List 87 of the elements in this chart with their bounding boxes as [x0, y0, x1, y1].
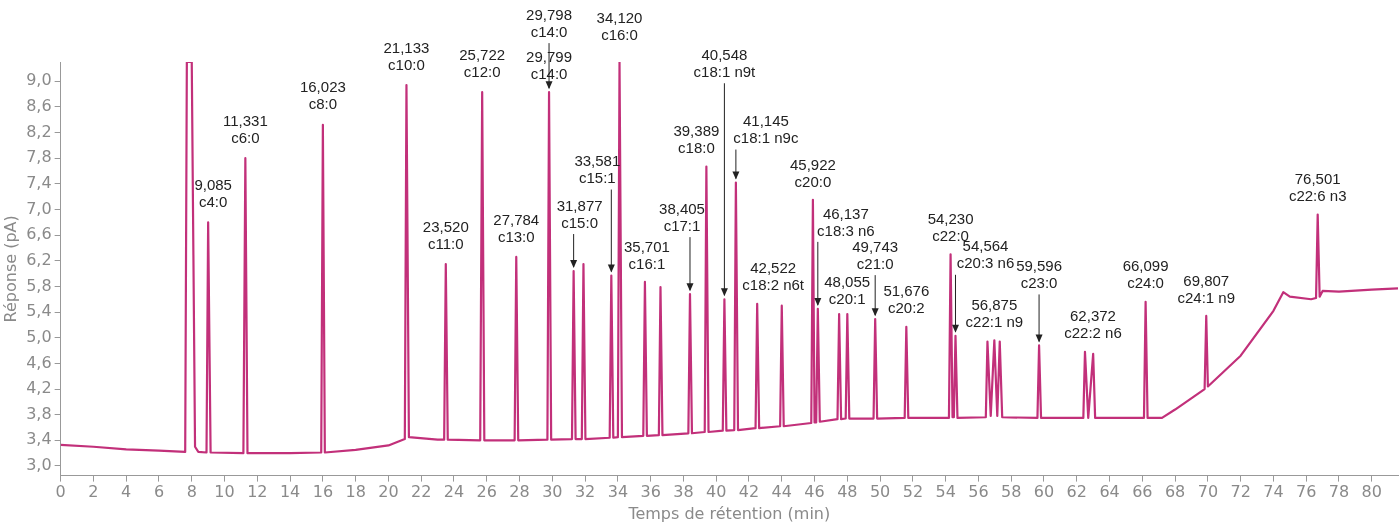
- x-tick-label: 46: [804, 482, 825, 502]
- annotation: 56,875 c22:1 n9: [965, 295, 1024, 330]
- x-tick-label: 8: [186, 482, 197, 502]
- x-tick-label: 72: [1230, 482, 1251, 502]
- y-tick-label: 3,0: [26, 455, 52, 475]
- x-tick-label: 58: [1001, 482, 1022, 502]
- x-tick-label: 2: [88, 482, 99, 502]
- annotation: 51,676 c20:2: [883, 282, 930, 317]
- y-tick-label: 5,4: [26, 301, 52, 321]
- annotation: 29,799 c14:0: [526, 47, 572, 82]
- annotation: 9,085 c4:0: [194, 175, 232, 210]
- annotation: 23,520 c11:0: [422, 217, 469, 252]
- annotation: 31,877 c15:0: [556, 196, 603, 231]
- annotation: 49,743 c21:0: [852, 237, 899, 272]
- x-tick-label: 78: [1328, 482, 1350, 502]
- annotation: 35,701 c16:1: [623, 237, 670, 272]
- x-tick-label: 28: [509, 482, 530, 502]
- annotation: 62,372 c22:2 n6: [1064, 307, 1122, 342]
- annotation: 46,137 c18:3 n6: [817, 204, 875, 239]
- x-tick-label: 32: [574, 482, 596, 502]
- x-tick-label: 0: [55, 482, 66, 502]
- x-tick-label: 20: [378, 482, 399, 502]
- x-axis-title: Temps de rétention (min): [627, 503, 831, 523]
- x-tick-label: 30: [542, 482, 563, 502]
- annotation: 25,722 c12:0: [459, 45, 506, 80]
- x-tick-label: 14: [279, 482, 301, 502]
- annotation: 21,133 c10:0: [383, 38, 430, 73]
- x-tick-label: 52: [902, 482, 924, 502]
- y-tick-label: 7,0: [26, 198, 52, 218]
- y-tick-label: 7,8: [26, 147, 52, 167]
- x-tick-label: 64: [1099, 482, 1120, 502]
- x-tick-label: 38: [673, 482, 694, 502]
- y-tick-label: 5,8: [26, 275, 52, 295]
- x-tick-label: 36: [640, 482, 661, 502]
- x-tick-label: 22: [411, 482, 432, 502]
- annotation: 42,522 c18:2 n6t: [742, 259, 805, 294]
- x-tick-label: 76: [1296, 482, 1317, 502]
- annotation: 38,405 c17:1: [659, 199, 705, 234]
- x-tick-label: 70: [1197, 482, 1219, 502]
- annotation: 66,099 c24:0: [1122, 257, 1169, 292]
- x-tick-label: 26: [476, 482, 497, 502]
- x-tick-label: 34: [607, 482, 629, 502]
- annotation: 29,798 c14:0: [526, 5, 572, 40]
- y-tick-label: 8,2: [26, 121, 52, 141]
- x-tick-label: 24: [443, 482, 465, 502]
- x-tick-label: 66: [1132, 482, 1153, 502]
- x-tick-label: 60: [1033, 482, 1055, 502]
- x-tick-label: 62: [1066, 482, 1087, 502]
- y-tick-label: 4,6: [26, 352, 52, 372]
- y-tick-label: 4,2: [26, 378, 52, 398]
- x-tick-label: 56: [968, 482, 989, 502]
- x-tick-label: 10: [214, 482, 235, 502]
- x-tick-label: 12: [247, 482, 268, 502]
- x-tick-label: 42: [738, 482, 760, 502]
- y-tick-label: 3,8: [26, 403, 52, 423]
- x-tick-label: 74: [1263, 482, 1284, 502]
- annotation: 16,023 c8:0: [299, 78, 346, 113]
- x-tick-label: 40: [706, 482, 727, 502]
- y-axis-title: Réponse (pA): [0, 215, 20, 323]
- annotation: 34,120 c16:0: [596, 8, 643, 43]
- x-tick-label: 68: [1164, 482, 1186, 502]
- annotation: 45,922 c20:0: [789, 155, 836, 190]
- x-tick-label: 6: [153, 482, 165, 502]
- y-tick-label: 5,0: [26, 326, 52, 346]
- annotation: 39,389 c18:0: [673, 122, 720, 157]
- annotation: 41,145 c18:1 n9c: [733, 112, 799, 147]
- x-tick-label: 4: [121, 482, 132, 502]
- annotation: 48,055 c20:1: [824, 272, 871, 307]
- y-tick-label: 7,4: [26, 172, 52, 192]
- annotation: 76,501 c22:6 n3: [1288, 170, 1347, 205]
- annotation: 40,548 c18:1 n9t: [693, 45, 757, 80]
- annotation: 59,596 c23:0: [1016, 257, 1063, 292]
- x-tick-label: 54: [935, 482, 956, 502]
- annotation: 69,807 c24:1 n9: [1177, 271, 1236, 306]
- y-tick-label: 9,0: [26, 70, 52, 90]
- y-tick-label: 3,4: [26, 429, 52, 449]
- y-tick-label: 6,6: [26, 224, 52, 244]
- x-tick-label: 80: [1361, 482, 1382, 502]
- annotation: 11,331 c6:0: [222, 111, 268, 146]
- x-tick-label: 50: [869, 482, 891, 502]
- annotation: 27,784 c13:0: [493, 210, 540, 245]
- x-tick-label: 48: [837, 482, 858, 502]
- y-tick-label: 6,2: [26, 249, 52, 269]
- x-tick-label: 16: [312, 482, 334, 502]
- y-tick-label: 8,6: [26, 96, 52, 116]
- x-tick-label: 18: [345, 482, 366, 502]
- x-tick-label: 44: [771, 482, 792, 502]
